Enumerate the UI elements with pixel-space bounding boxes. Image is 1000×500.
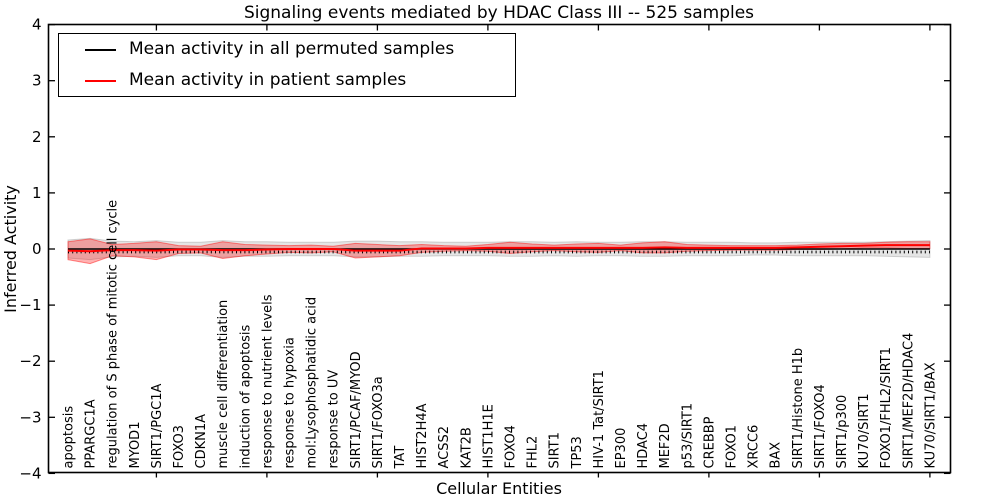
x-category-labels: apoptosis PPARGC1A regulation of S phase o… (62, 200, 939, 470)
x-category-label: HIV-1 Tat/SIRT1 (592, 370, 607, 468)
x-category-label: apoptosis (62, 406, 77, 469)
legend-item-patient: Mean activity in patient samples (59, 65, 515, 96)
line-layer (67, 244, 930, 254)
x-category-label: p53/SIRT1 (680, 403, 695, 469)
x-category-label: TAT (393, 446, 408, 470)
x-category-label: HIST1H1E (481, 404, 496, 468)
legend: Mean activity in all permuted samples Me… (58, 33, 516, 97)
x-category-label: response to hypoxia (283, 337, 298, 468)
x-category-label: HDAC4 (636, 423, 651, 469)
y-tick-label: 0 (32, 240, 42, 258)
x-category-label: XRCC6 (747, 425, 762, 469)
x-category-label: FHL2 (526, 436, 541, 469)
x-category-label: MYOD1 (128, 422, 143, 469)
x-category-label: HIST2H4A (415, 403, 430, 468)
band-layer (67, 237, 931, 265)
x-category-label: CDKN1A (194, 414, 209, 469)
x-category-label: KAT2B (459, 427, 474, 468)
x-category-label: ACSS2 (437, 426, 452, 469)
x-category-label: SIRT1/Histone H1b (791, 348, 806, 469)
x-category-label: EP300 (614, 428, 629, 469)
y-tick-label: −1 (19, 296, 41, 314)
x-category-label: PPARGC1A (84, 399, 99, 468)
x-category-label: response to nutrient levels (260, 294, 275, 468)
x-category-label: KU70/SIRT1 (857, 394, 872, 469)
chart-title: Signaling events mediated by HDAC Class … (244, 3, 754, 23)
y-tick-label: −2 (19, 352, 41, 370)
x-category-label: FOXO1/FHL2/SIRT1 (879, 347, 894, 468)
y-tick-label: −4 (19, 464, 41, 482)
x-category-label: induction of apoptosis (238, 324, 253, 468)
x-category-label: MEF2D (658, 423, 673, 468)
y-tick-label: 2 (32, 128, 42, 146)
x-category-label: BAX (769, 442, 784, 469)
legend-line-sample-patient (85, 79, 116, 82)
x-category-label: SIRT1/PCAF/MYOD (349, 351, 364, 468)
legend-label-permuted: Mean activity in all permuted samples (129, 39, 455, 59)
x-category-label: mol:Lysophosphatidic acid (305, 297, 320, 469)
x-category-label: FOXO4 (504, 425, 519, 468)
x-category-label: FOXO3 (172, 425, 187, 468)
x-category-label: SIRT1/FOXO3a (371, 376, 386, 468)
tick-layer (48, 23, 951, 478)
y-axis-label: Inferred Activity (1, 185, 20, 313)
x-category-label: FOXO1 (725, 425, 740, 468)
x-category-label: muscle cell differentiation (216, 300, 231, 469)
x-category-label: KU70/SIRT1/BAX (923, 362, 938, 468)
x-category-label: SIRT1 (548, 432, 563, 468)
y-tick-label: 4 (32, 16, 42, 34)
patient-mean-line (67, 244, 930, 253)
x-category-label: SIRT1/PGC1A (150, 383, 165, 468)
legend-label-patient: Mean activity in patient samples (129, 70, 407, 90)
y-tick-label: 1 (32, 184, 42, 202)
x-category-label: response to UV (327, 370, 342, 469)
x-category-label: CREBBP (702, 416, 717, 468)
x-category-label: TP53 (570, 436, 585, 469)
y-tick-label: −3 (19, 408, 41, 426)
legend-line-sample-permuted (85, 48, 116, 51)
x-category-label: SIRT1/p300 (835, 395, 850, 469)
x-category-label: SIRT1/MEF2D/HDAC4 (901, 333, 916, 469)
legend-item-permuted: Mean activity in all permuted samples (59, 34, 515, 65)
y-tick-labels: 4 3 2 1 0 −1 −2 −3 −4 (19, 16, 41, 483)
x-category-label: SIRT1/FOXO4 (813, 384, 828, 468)
y-tick-label: 3 (32, 72, 42, 90)
x-category-label: regulation of S phase of mitotic cell cy… (106, 200, 121, 469)
x-axis-label: Cellular Entities (436, 479, 562, 498)
